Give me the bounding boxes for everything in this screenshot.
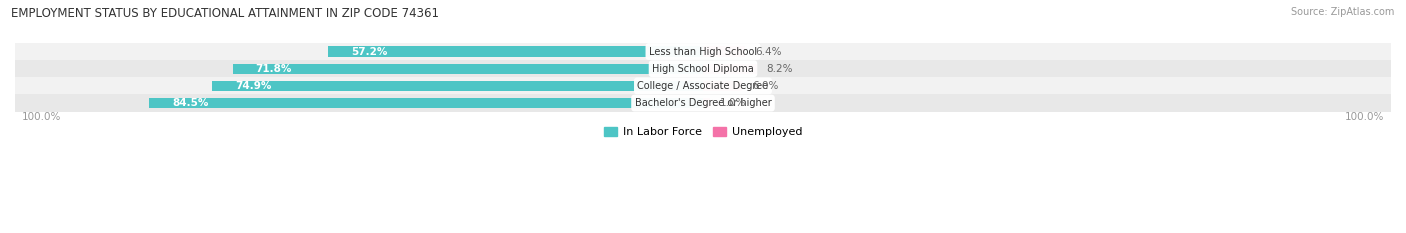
Text: 6.4%: 6.4% xyxy=(755,47,782,57)
Text: 100.0%: 100.0% xyxy=(1346,113,1385,123)
Text: 100.0%: 100.0% xyxy=(21,113,60,123)
Bar xyxy=(703,64,756,74)
Bar xyxy=(15,77,1391,94)
Text: EMPLOYMENT STATUS BY EDUCATIONAL ATTAINMENT IN ZIP CODE 74361: EMPLOYMENT STATUS BY EDUCATIONAL ATTAINM… xyxy=(11,7,439,20)
Bar xyxy=(15,60,1391,77)
Bar xyxy=(703,46,745,57)
Text: Less than High School: Less than High School xyxy=(650,47,756,57)
Bar xyxy=(212,81,703,91)
Text: 74.9%: 74.9% xyxy=(235,81,271,91)
Text: College / Associate Degree: College / Associate Degree xyxy=(637,81,769,91)
Text: High School Diploma: High School Diploma xyxy=(652,64,754,74)
Bar xyxy=(15,43,1391,60)
Bar xyxy=(15,94,1391,112)
Text: Bachelor's Degree or higher: Bachelor's Degree or higher xyxy=(634,98,772,108)
Bar xyxy=(703,81,742,91)
Bar xyxy=(328,46,703,57)
Bar xyxy=(232,64,703,74)
Text: 6.0%: 6.0% xyxy=(752,81,779,91)
Text: 84.5%: 84.5% xyxy=(173,98,208,108)
Text: Source: ZipAtlas.com: Source: ZipAtlas.com xyxy=(1291,7,1395,17)
Text: 1.0%: 1.0% xyxy=(720,98,745,108)
Bar xyxy=(703,98,710,108)
Legend: In Labor Force, Unemployed: In Labor Force, Unemployed xyxy=(599,122,807,142)
Text: 71.8%: 71.8% xyxy=(256,64,292,74)
Text: 57.2%: 57.2% xyxy=(352,47,388,57)
Bar xyxy=(149,98,703,108)
Text: 8.2%: 8.2% xyxy=(766,64,793,74)
